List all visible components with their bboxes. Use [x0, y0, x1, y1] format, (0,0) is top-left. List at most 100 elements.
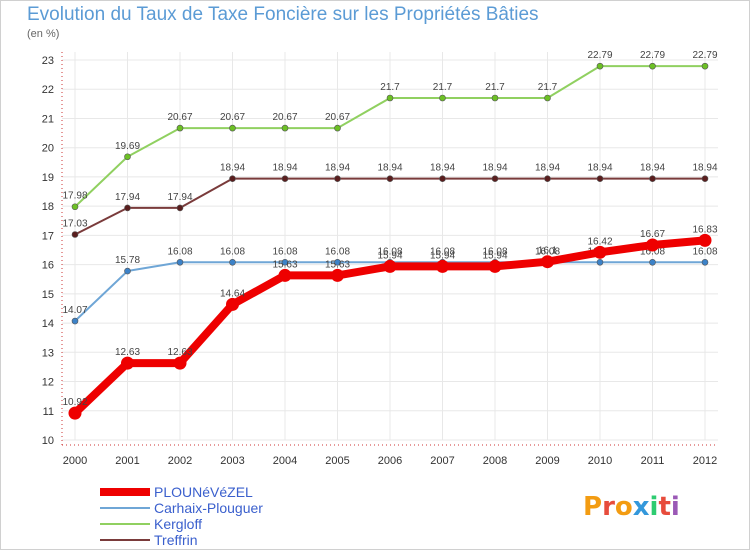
data-label: 16.08	[692, 246, 717, 257]
data-point	[488, 259, 502, 273]
data-point	[596, 175, 604, 182]
data-label: 16.08	[377, 246, 402, 257]
data-point	[491, 94, 499, 102]
data-label: 15.94	[377, 250, 402, 261]
data-point	[71, 317, 79, 325]
data-label: 16.08	[220, 246, 245, 257]
data-label: 18.94	[377, 163, 402, 174]
data-point	[649, 62, 656, 70]
y-tick-label: 15	[42, 289, 54, 301]
x-tick-label: 2003	[220, 455, 244, 467]
data-label: 16.42	[587, 236, 612, 247]
data-label: 16.08	[535, 246, 560, 257]
data-label: 16.08	[167, 246, 192, 257]
y-tick-label: 18	[42, 201, 54, 213]
data-label: 15.63	[325, 259, 350, 270]
data-label: 17.94	[115, 192, 140, 203]
logo-letter: P	[583, 492, 603, 522]
data-point	[124, 204, 131, 212]
data-label: 16.08	[272, 246, 297, 257]
data-label: 15.94	[482, 250, 507, 261]
data-point	[436, 259, 449, 273]
data-point	[386, 175, 394, 182]
x-tick-label: 2005	[325, 455, 349, 467]
data-label: 10.92	[62, 397, 87, 408]
data-label: 18.94	[587, 163, 612, 174]
data-label: 12.63	[167, 347, 192, 358]
data-label: 22.79	[587, 50, 612, 61]
legend-swatch-green	[100, 523, 150, 525]
chart-unit-label: (en %)	[27, 28, 60, 40]
data-label: 20.67	[272, 112, 297, 123]
y-tick-label: 13	[42, 347, 54, 359]
data-point	[281, 175, 289, 182]
data-label: 20.67	[220, 112, 245, 123]
x-tick-label: 2002	[168, 455, 192, 467]
x-tick-label: 2001	[115, 455, 139, 467]
x-tick-label: 2011	[641, 455, 665, 467]
data-label: 16.08	[640, 246, 665, 257]
data-point	[176, 258, 184, 266]
data-point	[121, 356, 134, 370]
data-label: 22.79	[640, 50, 665, 61]
data-point	[226, 297, 239, 311]
legend-label: Treffrin	[154, 532, 198, 548]
x-tick-label: 2006	[378, 455, 402, 467]
data-label: 20.67	[167, 112, 192, 123]
chart-title: Evolution du Taux de Taxe Foncière sur l…	[27, 4, 539, 25]
data-point	[541, 255, 554, 269]
x-tick-label: 2009	[535, 455, 559, 467]
data-point	[491, 175, 499, 182]
data-point	[386, 94, 394, 102]
data-label: 21.7	[433, 82, 453, 93]
data-label: 17.94	[167, 192, 192, 203]
data-point	[278, 268, 292, 282]
data-label: 18.94	[535, 163, 560, 174]
data-point	[439, 94, 446, 102]
data-point	[124, 267, 131, 275]
data-point	[649, 258, 656, 266]
y-tick-label: 11	[43, 406, 54, 418]
data-label: 21.7	[380, 82, 400, 93]
data-point	[544, 175, 551, 182]
data-point	[383, 259, 397, 273]
data-point	[593, 245, 607, 259]
data-point	[71, 231, 79, 238]
data-label: 15.78	[115, 255, 140, 266]
data-label: 16.67	[640, 229, 665, 240]
legend-label: Carhaix-Plouguer	[154, 500, 263, 516]
data-label: 16.1	[538, 246, 558, 257]
y-tick-label: 23	[42, 55, 54, 67]
data-point	[176, 204, 184, 212]
data-label: 14.64	[220, 288, 245, 299]
data-point	[334, 258, 341, 266]
data-label: 17.03	[62, 219, 87, 230]
data-point	[544, 94, 551, 102]
proxiti-logo: Proxiti	[583, 492, 680, 522]
x-tick-label: 2012	[693, 455, 717, 467]
data-point	[701, 175, 709, 182]
data-label: 14.07	[62, 305, 87, 316]
logo-letter: t	[658, 492, 671, 522]
y-tick-label: 12	[42, 377, 54, 389]
data-label: 18.94	[692, 163, 717, 174]
data-label: 18.94	[325, 163, 350, 174]
data-label: 16.08	[482, 246, 507, 257]
y-tick-label: 14	[42, 318, 54, 330]
data-point	[331, 268, 344, 282]
data-label: 21.7	[538, 82, 558, 93]
data-point	[596, 258, 604, 266]
data-point	[281, 258, 289, 266]
legend-swatch-brown	[100, 539, 150, 541]
data-label: 18.94	[640, 163, 665, 174]
data-point	[596, 62, 604, 70]
y-tick-label: 19	[42, 172, 54, 184]
data-point	[701, 62, 709, 70]
data-point	[229, 258, 236, 266]
logo-letter: r	[602, 492, 615, 522]
data-point	[698, 233, 712, 247]
data-label: 18.94	[482, 163, 507, 174]
data-point	[646, 238, 659, 252]
data-point	[281, 124, 289, 132]
